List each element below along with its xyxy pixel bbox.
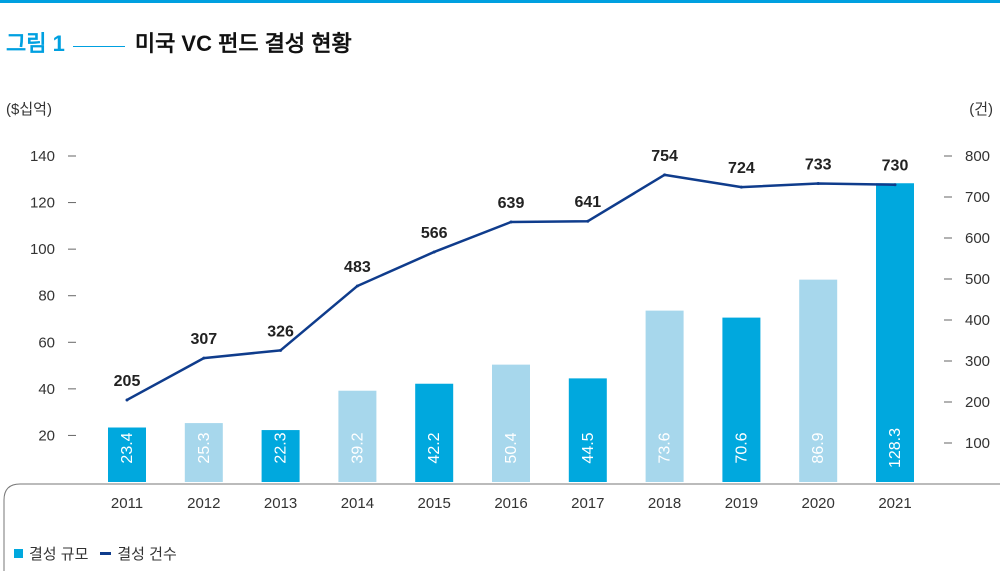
x-tick-label: 2013 xyxy=(264,495,297,512)
x-tick-label: 2017 xyxy=(571,495,604,512)
bar-value-label: 42.2 xyxy=(426,432,443,463)
plot-baseline xyxy=(3,483,1000,501)
bar xyxy=(492,364,530,482)
y-left-tick-label: 20 xyxy=(38,427,55,444)
bar-value-label: 39.2 xyxy=(349,432,366,463)
x-tick-label: 2020 xyxy=(802,495,835,512)
count-value-label: 205 xyxy=(114,373,141,390)
count-point xyxy=(816,181,820,185)
count-point xyxy=(586,219,590,223)
count-point xyxy=(663,173,667,177)
y-right-tick-label: 500 xyxy=(965,271,990,288)
bar xyxy=(108,427,146,482)
chart-legend: 결성 규모 결성 건수 xyxy=(14,543,177,564)
x-tick-label: 2011 xyxy=(111,495,143,512)
bar xyxy=(799,279,838,482)
y-left-unit-label: ($십억) xyxy=(6,101,52,118)
bar-value-label: 86.9 xyxy=(810,432,827,463)
legend-line-label: 결성 건수 xyxy=(117,546,177,563)
bar xyxy=(261,430,300,482)
count-value-label: 754 xyxy=(651,148,678,165)
x-tick-label: 2014 xyxy=(341,495,374,512)
y-right-tick-label: 800 xyxy=(965,148,990,165)
y-right-tick-label: 200 xyxy=(965,394,990,411)
bar-value-label: 128.3 xyxy=(887,428,904,468)
count-point xyxy=(432,250,436,254)
bar-value-label: 44.5 xyxy=(580,432,597,463)
count-value-label: 724 xyxy=(728,160,755,177)
bar xyxy=(645,310,684,482)
legend-line-swatch xyxy=(100,552,112,555)
x-tick-label: 2019 xyxy=(725,495,758,512)
x-tick-label: 2012 xyxy=(187,495,220,512)
count-point xyxy=(739,185,743,189)
y-right-tick-label: 400 xyxy=(965,312,990,329)
bar xyxy=(184,423,223,482)
bar-value-label: 70.6 xyxy=(733,432,750,463)
x-tick-label: 2018 xyxy=(648,495,681,512)
y-right-tick-label: 300 xyxy=(965,353,990,370)
count-value-label: 730 xyxy=(882,158,909,175)
y-right-tick-label: 700 xyxy=(965,189,990,206)
bar-value-label: 22.3 xyxy=(273,432,290,463)
bar-value-label: 23.4 xyxy=(119,432,136,463)
count-point xyxy=(125,398,129,402)
legend-bar-swatch xyxy=(14,549,23,558)
y-right-tick-label: 600 xyxy=(965,230,990,247)
count-point xyxy=(893,183,897,187)
x-tick-label: 2016 xyxy=(494,495,527,512)
figure-title-row: 그림 1 미국 VC 펀드 결성 현황 xyxy=(6,26,352,56)
bar-value-label: 25.3 xyxy=(196,432,213,463)
bar xyxy=(722,317,761,482)
count-value-label: 639 xyxy=(498,195,525,212)
bar-value-label: 73.6 xyxy=(657,432,674,463)
bar xyxy=(415,383,454,482)
x-tick-label: 2015 xyxy=(418,495,451,512)
count-point xyxy=(509,220,513,224)
y-left-tick-label: 120 xyxy=(30,195,55,212)
bar-value-label: 50.4 xyxy=(503,432,520,463)
count-value-label: 641 xyxy=(574,194,601,211)
count-value-label: 307 xyxy=(190,331,217,348)
count-point xyxy=(355,284,359,288)
count-point xyxy=(202,356,206,360)
y-right-tick-label: 100 xyxy=(965,435,990,452)
bar xyxy=(338,390,377,482)
count-value-label: 566 xyxy=(421,225,448,242)
y-left-tick-label: 80 xyxy=(38,288,55,305)
y-right-unit-label: (건) xyxy=(969,101,993,118)
figure-label: 그림 1 xyxy=(6,31,65,56)
count-value-label: 326 xyxy=(267,323,294,340)
y-left-tick-label: 60 xyxy=(38,334,55,351)
top-accent-rule xyxy=(0,0,1000,3)
title-divider xyxy=(72,46,125,47)
y-left-tick-label: 100 xyxy=(30,241,55,258)
count-value-label: 483 xyxy=(344,259,371,276)
x-tick-label: 2021 xyxy=(878,495,911,512)
count-point xyxy=(279,348,283,352)
bar xyxy=(876,183,914,482)
y-left-tick-label: 40 xyxy=(38,381,55,398)
bar xyxy=(568,378,607,482)
count-value-label: 733 xyxy=(805,156,832,173)
legend-bar-label: 결성 규모 xyxy=(29,546,89,563)
figure-title: 미국 VC 펀드 결성 현황 xyxy=(134,31,352,56)
y-left-tick-label: 140 xyxy=(30,148,55,165)
